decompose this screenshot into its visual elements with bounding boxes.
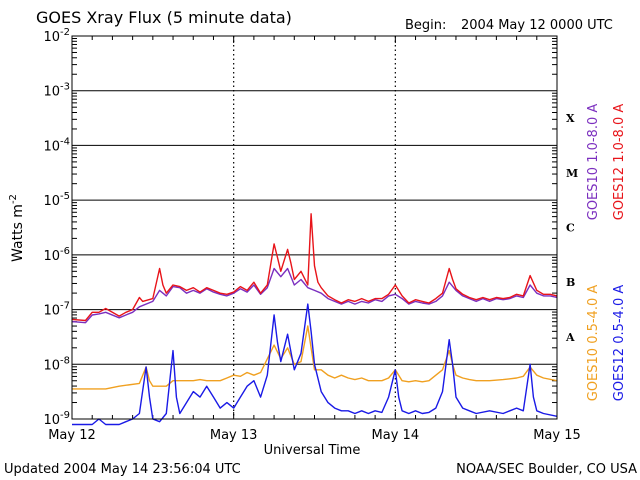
begin-date: 2004 May 12 0000 UTC [461, 18, 613, 33]
y-axis-label-text: Watts m [10, 204, 26, 262]
y-tick-label: 10-8 [43, 355, 70, 373]
y-axis-label: Watts m-2 [8, 194, 26, 262]
y-tick-labels: 10-210-310-410-510-610-710-810-9 [43, 27, 70, 428]
y-tick-base: 10 [43, 304, 60, 319]
svg-text:Watts m-2: Watts m-2 [8, 194, 26, 262]
updated-stamp: Updated 2004 May 14 23:56:04 UTC [4, 462, 241, 477]
y-tick-label: 10-6 [43, 246, 70, 264]
legend: GOES10 1.0-8.0 A GOES12 1.0-8.0 A GOES10 0… [586, 104, 627, 402]
y-tick-label: 10-3 [43, 82, 70, 100]
legend-entry-1: GOES12 1.0-8.0 A [612, 104, 627, 221]
source-credit: NOAA/SEC Boulder, CO USA [456, 462, 637, 477]
legend-entry-0: GOES10 1.0-8.0 A [586, 104, 601, 221]
x-tick-labels: May 12 May 13 May 14 May 15 [48, 428, 581, 443]
y-tick-sup: -7 [60, 301, 70, 312]
legend-entry-2: GOES10 0.5-4.0 A [586, 285, 601, 402]
begin-label: Begin: [405, 18, 446, 33]
plot-series [71, 213, 558, 426]
y-tick-label: 10-7 [43, 301, 70, 319]
flare-class-labels: X M C B A [565, 112, 578, 344]
y-tick-sup: -9 [60, 410, 70, 421]
chart-title: GOES Xray Flux (5 minute data) [36, 8, 292, 27]
flare-class-label: A [565, 331, 575, 344]
y-tick-sup: -5 [60, 191, 70, 202]
x-tick-label: May 12 [48, 428, 96, 443]
y-tick-sup: -4 [60, 136, 70, 147]
flare-class-label: C [566, 222, 575, 235]
y-tick-sup: -6 [60, 246, 70, 257]
y-tick-base: 10 [43, 194, 60, 209]
y-tick-base: 10 [43, 413, 60, 428]
y-tick-base: 10 [43, 249, 60, 264]
x-tick-label: May 14 [372, 428, 420, 443]
x-tick-label: May 15 [533, 428, 581, 443]
legend-entry-3: GOES12 0.5-4.0 A [612, 285, 627, 402]
flare-class-label: M [566, 167, 578, 180]
y-axis-label-sup: -2 [8, 194, 19, 204]
x-tick-label: May 13 [210, 428, 258, 443]
y-tick-label: 10-9 [43, 410, 70, 428]
flare-class-label: B [566, 276, 575, 289]
y-tick-base: 10 [43, 139, 60, 154]
y-tick-label: 10-2 [43, 27, 70, 45]
y-tick-label: 10-4 [43, 136, 70, 154]
series-line-2 [72, 325, 558, 390]
plot-frame [71, 35, 558, 420]
y-tick-base: 10 [43, 30, 60, 45]
flare-class-label: X [566, 112, 575, 125]
y-tick-base: 10 [43, 358, 60, 373]
y-tick-label: 10-5 [43, 191, 70, 209]
series-line-0 [71, 267, 558, 324]
x-axis-label: Universal Time [264, 443, 361, 458]
series-line-1 [71, 213, 558, 322]
y-tick-base: 10 [43, 85, 60, 100]
y-tick-sup: -8 [60, 355, 70, 366]
y-tick-sup: -2 [60, 27, 70, 38]
series-line-3 [72, 303, 558, 426]
y-tick-sup: -3 [60, 82, 70, 93]
